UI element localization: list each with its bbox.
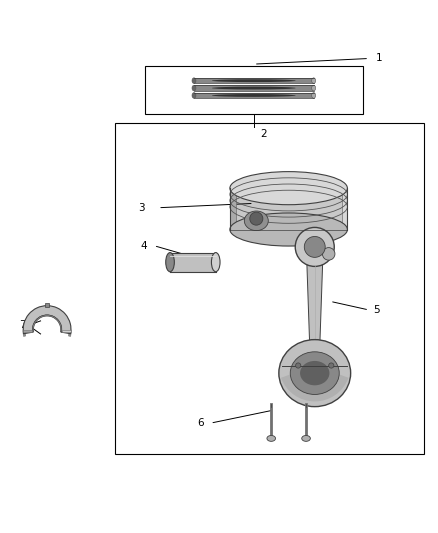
Ellipse shape [302, 435, 311, 441]
Text: 5: 5 [374, 305, 380, 315]
Ellipse shape [267, 435, 276, 441]
Ellipse shape [212, 253, 220, 272]
Polygon shape [62, 329, 71, 332]
Bar [194, 85, 314, 91]
Polygon shape [230, 188, 237, 230]
Text: 6: 6 [197, 418, 204, 428]
Bar [145, 66, 363, 114]
Ellipse shape [312, 93, 316, 98]
Ellipse shape [192, 85, 196, 91]
Ellipse shape [296, 363, 301, 368]
Polygon shape [342, 188, 347, 230]
Bar [194, 93, 314, 98]
Bar [170, 253, 216, 272]
Ellipse shape [279, 340, 351, 407]
Text: 3: 3 [138, 203, 145, 213]
Ellipse shape [300, 361, 329, 385]
Ellipse shape [312, 78, 316, 84]
Wedge shape [23, 305, 71, 334]
Ellipse shape [322, 248, 335, 260]
Ellipse shape [312, 85, 316, 91]
Wedge shape [23, 308, 71, 336]
Ellipse shape [244, 211, 268, 231]
Polygon shape [307, 265, 322, 356]
Ellipse shape [290, 352, 339, 394]
Polygon shape [23, 329, 32, 332]
Wedge shape [32, 315, 62, 332]
Ellipse shape [212, 87, 296, 90]
Ellipse shape [192, 78, 196, 84]
Ellipse shape [192, 93, 196, 98]
Ellipse shape [250, 212, 263, 225]
Text: 1: 1 [376, 53, 382, 63]
Ellipse shape [230, 172, 347, 205]
Bar [115, 123, 424, 454]
Bar [45, 303, 49, 307]
Ellipse shape [328, 363, 334, 368]
Ellipse shape [230, 213, 347, 246]
Text: 4: 4 [141, 240, 147, 251]
Ellipse shape [295, 228, 334, 266]
Wedge shape [281, 366, 349, 401]
Ellipse shape [212, 79, 296, 82]
Ellipse shape [304, 237, 325, 257]
Bar [230, 188, 347, 230]
Ellipse shape [166, 253, 174, 272]
Text: 2: 2 [260, 129, 267, 139]
Text: 7: 7 [19, 320, 25, 330]
Ellipse shape [212, 94, 296, 97]
Bar [194, 78, 314, 84]
